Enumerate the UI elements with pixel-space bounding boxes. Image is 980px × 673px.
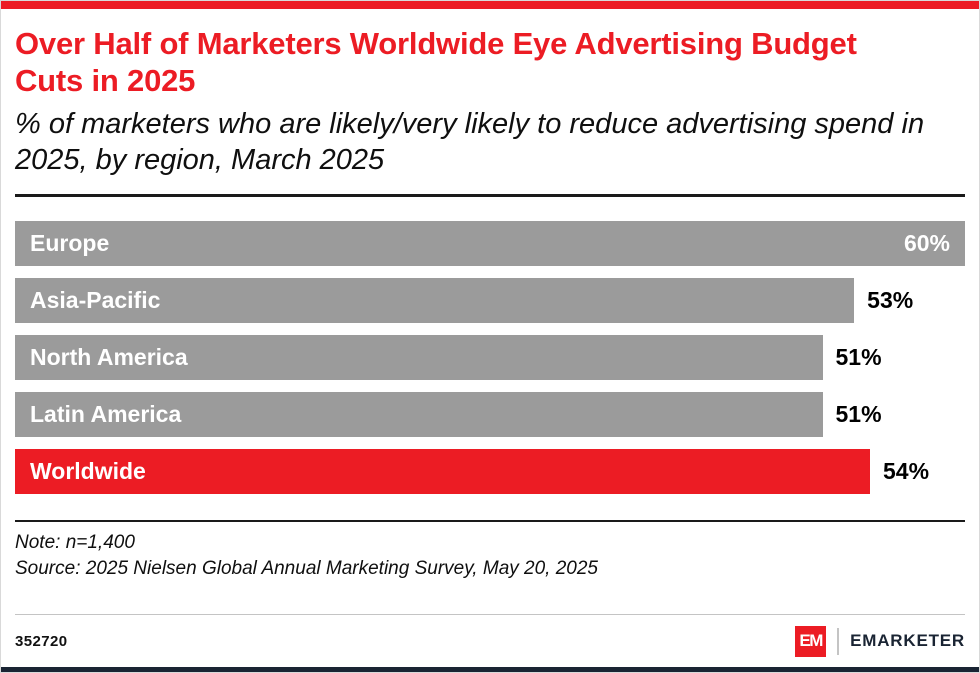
bar-category-label: Europe <box>30 230 110 257</box>
bar-row: Europe 60% 60% <box>15 221 965 267</box>
bar-row: Worldwide 54% 54% <box>15 449 965 495</box>
bar-value-label: 51% <box>835 344 882 371</box>
chart-title: Over Half of Marketers Worldwide Eye Adv… <box>15 26 857 99</box>
bar-row: North America 51% 51% <box>15 335 965 381</box>
bar: Europe 60% <box>15 221 965 267</box>
chart-source: Source: 2025 Nielsen Global Annual Marke… <box>15 557 598 579</box>
note-divider <box>15 520 965 523</box>
logo-divider <box>837 627 840 655</box>
footer: 352720 EM EMARKETER <box>1 601 979 667</box>
bar-category-label: Worldwide <box>30 458 146 485</box>
bar-chart: Europe 60% 60% Asia-Pacific 53% 53% Nort… <box>15 221 965 495</box>
bar-value-label: 53% <box>867 287 914 314</box>
bar-value-label: 54% <box>883 458 930 485</box>
chart-content: Over Half of Marketers Worldwide Eye Adv… <box>1 9 979 601</box>
bottom-accent-bar <box>1 667 979 672</box>
bar-value-label-inside: 60% <box>903 230 950 257</box>
title-divider <box>15 194 965 198</box>
top-accent-bar <box>1 1 979 9</box>
bar: Latin America 51% <box>15 392 823 438</box>
footer-divider <box>15 614 965 615</box>
bar: North America 51% <box>15 335 823 381</box>
bar: Asia-Pacific 53% <box>15 278 855 324</box>
chart-subtitle: % of marketers who are likely/very likel… <box>15 108 925 176</box>
bar-category-label: Asia-Pacific <box>30 287 161 314</box>
bar-value-label: 51% <box>835 401 882 428</box>
bar-row: Latin America 51% 51% <box>15 392 965 438</box>
emarketer-logo: EM EMARKETER <box>795 625 965 657</box>
chart-id: 352720 <box>15 632 68 650</box>
bar-category-label: North America <box>30 344 188 371</box>
chart-note: Note: n=1,400 <box>15 532 135 554</box>
bar: Worldwide 54% <box>15 449 870 495</box>
emarketer-logo-text: EMARKETER <box>850 631 965 650</box>
emarketer-logo-mark-icon: EM <box>795 625 827 657</box>
bar-category-label: Latin America <box>30 401 182 428</box>
bar-row: Asia-Pacific 53% 53% <box>15 278 965 324</box>
